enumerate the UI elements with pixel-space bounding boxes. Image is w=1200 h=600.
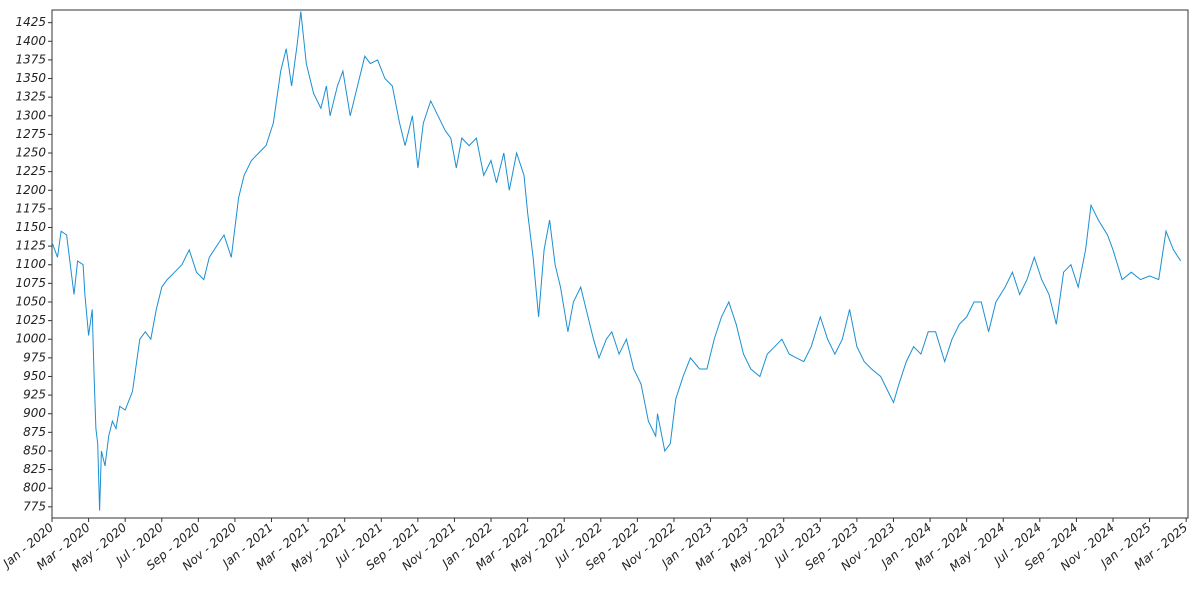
y-tick-label: 1175 [15, 201, 46, 215]
y-tick-label: 950 [23, 369, 46, 383]
y-tick-label: 825 [23, 462, 46, 476]
y-tick-label: 1200 [15, 183, 46, 197]
y-tick-label: 1050 [15, 294, 46, 308]
y-tick-label: 1075 [15, 276, 46, 290]
y-tick-label: 1150 [15, 220, 46, 234]
y-tick-label: 800 [23, 481, 46, 495]
plot-frame [51, 9, 1189, 519]
y-tick-label: 1400 [15, 34, 46, 48]
line-series [51, 11, 1182, 511]
y-tick-label: 1375 [15, 52, 46, 66]
y-tick-label: 1000 [15, 332, 46, 346]
y-tick-label: 1300 [15, 108, 46, 122]
y-tick-label: 1350 [15, 71, 46, 85]
y-tick-label: 900 [23, 406, 46, 420]
y-tick-label: 1025 [15, 313, 46, 327]
y-tick-label: 1425 [15, 15, 46, 29]
y-tick-label: 975 [23, 350, 46, 364]
y-tick-label: 850 [23, 443, 46, 457]
y-tick-label: 1125 [15, 239, 46, 253]
y-tick-label: 1275 [15, 127, 46, 141]
y-tick-label: 1325 [15, 90, 46, 104]
y-tick-label: 1100 [15, 257, 46, 271]
y-tick-label: 925 [23, 388, 46, 402]
y-tick-label: 1225 [15, 164, 46, 178]
y-tick-label: 875 [23, 425, 46, 439]
y-tick-label: 1250 [15, 146, 46, 160]
y-tick-label: 775 [23, 499, 46, 513]
